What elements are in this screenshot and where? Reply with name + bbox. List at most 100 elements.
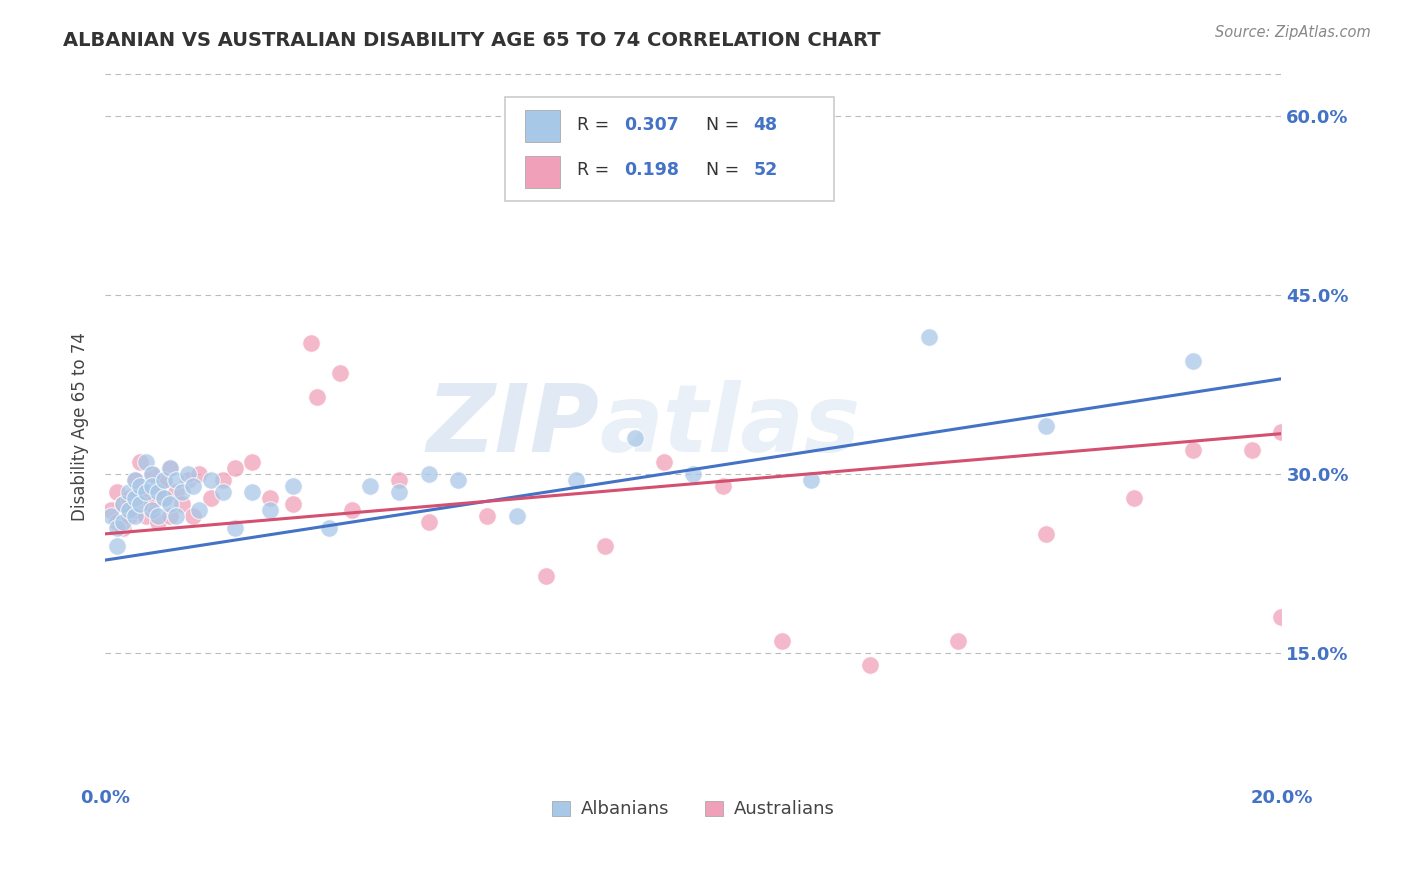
FancyBboxPatch shape (524, 155, 561, 187)
Point (1270, 610, 1292, 624)
Point (1182, 354, 1205, 368)
Point (129, 479, 152, 493)
Point (105, 485, 128, 500)
Point (124, 508, 146, 523)
Point (118, 508, 141, 523)
Point (159, 497, 181, 511)
Point (129, 485, 152, 500)
Point (342, 503, 364, 517)
Legend: Albanians, Australians: Albanians, Australians (544, 793, 842, 825)
Point (329, 366, 352, 380)
Text: ALBANIAN VS AUSTRALIAN DISABILITY AGE 65 TO 74 CORRELATION CHART: ALBANIAN VS AUSTRALIAN DISABILITY AGE 65… (63, 31, 882, 50)
Point (388, 485, 411, 500)
Point (447, 473, 470, 487)
Point (305, 390, 328, 404)
Point (917, 330, 939, 344)
Point (1123, 491, 1146, 505)
Text: Source: ZipAtlas.com: Source: ZipAtlas.com (1215, 25, 1371, 40)
Point (176, 473, 198, 487)
Text: R =: R = (576, 116, 614, 134)
Point (176, 467, 198, 482)
Text: 0.198: 0.198 (624, 161, 679, 179)
Point (118, 485, 141, 500)
Point (477, 508, 499, 523)
Point (124, 473, 146, 487)
Point (506, 508, 529, 523)
Text: 52: 52 (754, 161, 778, 179)
Point (711, 479, 734, 493)
Point (188, 503, 211, 517)
Text: 48: 48 (754, 116, 778, 134)
Point (224, 461, 246, 475)
Point (259, 491, 281, 505)
Point (105, 539, 128, 553)
Point (165, 508, 187, 523)
Point (200, 473, 222, 487)
Point (211, 473, 233, 487)
Point (188, 467, 211, 482)
Point (135, 508, 157, 523)
Point (224, 521, 246, 535)
Point (105, 521, 128, 535)
Point (240, 455, 263, 469)
Point (418, 515, 440, 529)
Point (129, 497, 152, 511)
FancyBboxPatch shape (524, 110, 561, 143)
Point (146, 479, 169, 493)
Point (135, 491, 157, 505)
Point (536, 568, 558, 582)
Point (141, 503, 163, 517)
Point (183, 479, 205, 493)
Point (153, 491, 176, 505)
Point (946, 634, 969, 648)
Text: 0.307: 0.307 (624, 116, 679, 134)
Point (153, 473, 176, 487)
Point (141, 467, 163, 482)
Text: R =: R = (576, 161, 620, 179)
Point (240, 485, 263, 500)
Point (283, 479, 305, 493)
Point (165, 473, 187, 487)
Point (159, 461, 181, 475)
Point (183, 508, 205, 523)
Point (146, 485, 169, 500)
Y-axis label: Disability Age 65 to 74: Disability Age 65 to 74 (72, 332, 89, 521)
Point (141, 497, 163, 511)
Point (141, 467, 163, 482)
Point (165, 485, 187, 500)
Point (146, 508, 169, 523)
Text: atlas: atlas (599, 381, 860, 473)
Text: N =: N = (706, 161, 745, 179)
Point (1241, 443, 1264, 458)
Point (283, 497, 305, 511)
Point (135, 455, 157, 469)
Point (129, 455, 152, 469)
Point (859, 658, 882, 673)
Point (118, 491, 141, 505)
Point (124, 473, 146, 487)
Point (299, 335, 322, 350)
Point (170, 497, 193, 511)
Point (153, 491, 176, 505)
Point (100, 503, 122, 517)
Point (135, 485, 157, 500)
Point (153, 473, 176, 487)
Point (1182, 443, 1205, 458)
Point (1035, 526, 1057, 541)
Point (200, 491, 222, 505)
Point (359, 479, 381, 493)
Text: ZIP: ZIP (426, 381, 599, 473)
Point (100, 508, 122, 523)
Point (111, 521, 134, 535)
Point (418, 467, 440, 482)
Point (800, 473, 823, 487)
Point (111, 515, 134, 529)
Point (141, 479, 163, 493)
Point (593, 539, 616, 553)
Point (105, 515, 128, 529)
Point (682, 467, 704, 482)
Point (124, 491, 146, 505)
Point (170, 485, 193, 500)
Text: N =: N = (706, 116, 745, 134)
Point (1270, 425, 1292, 440)
